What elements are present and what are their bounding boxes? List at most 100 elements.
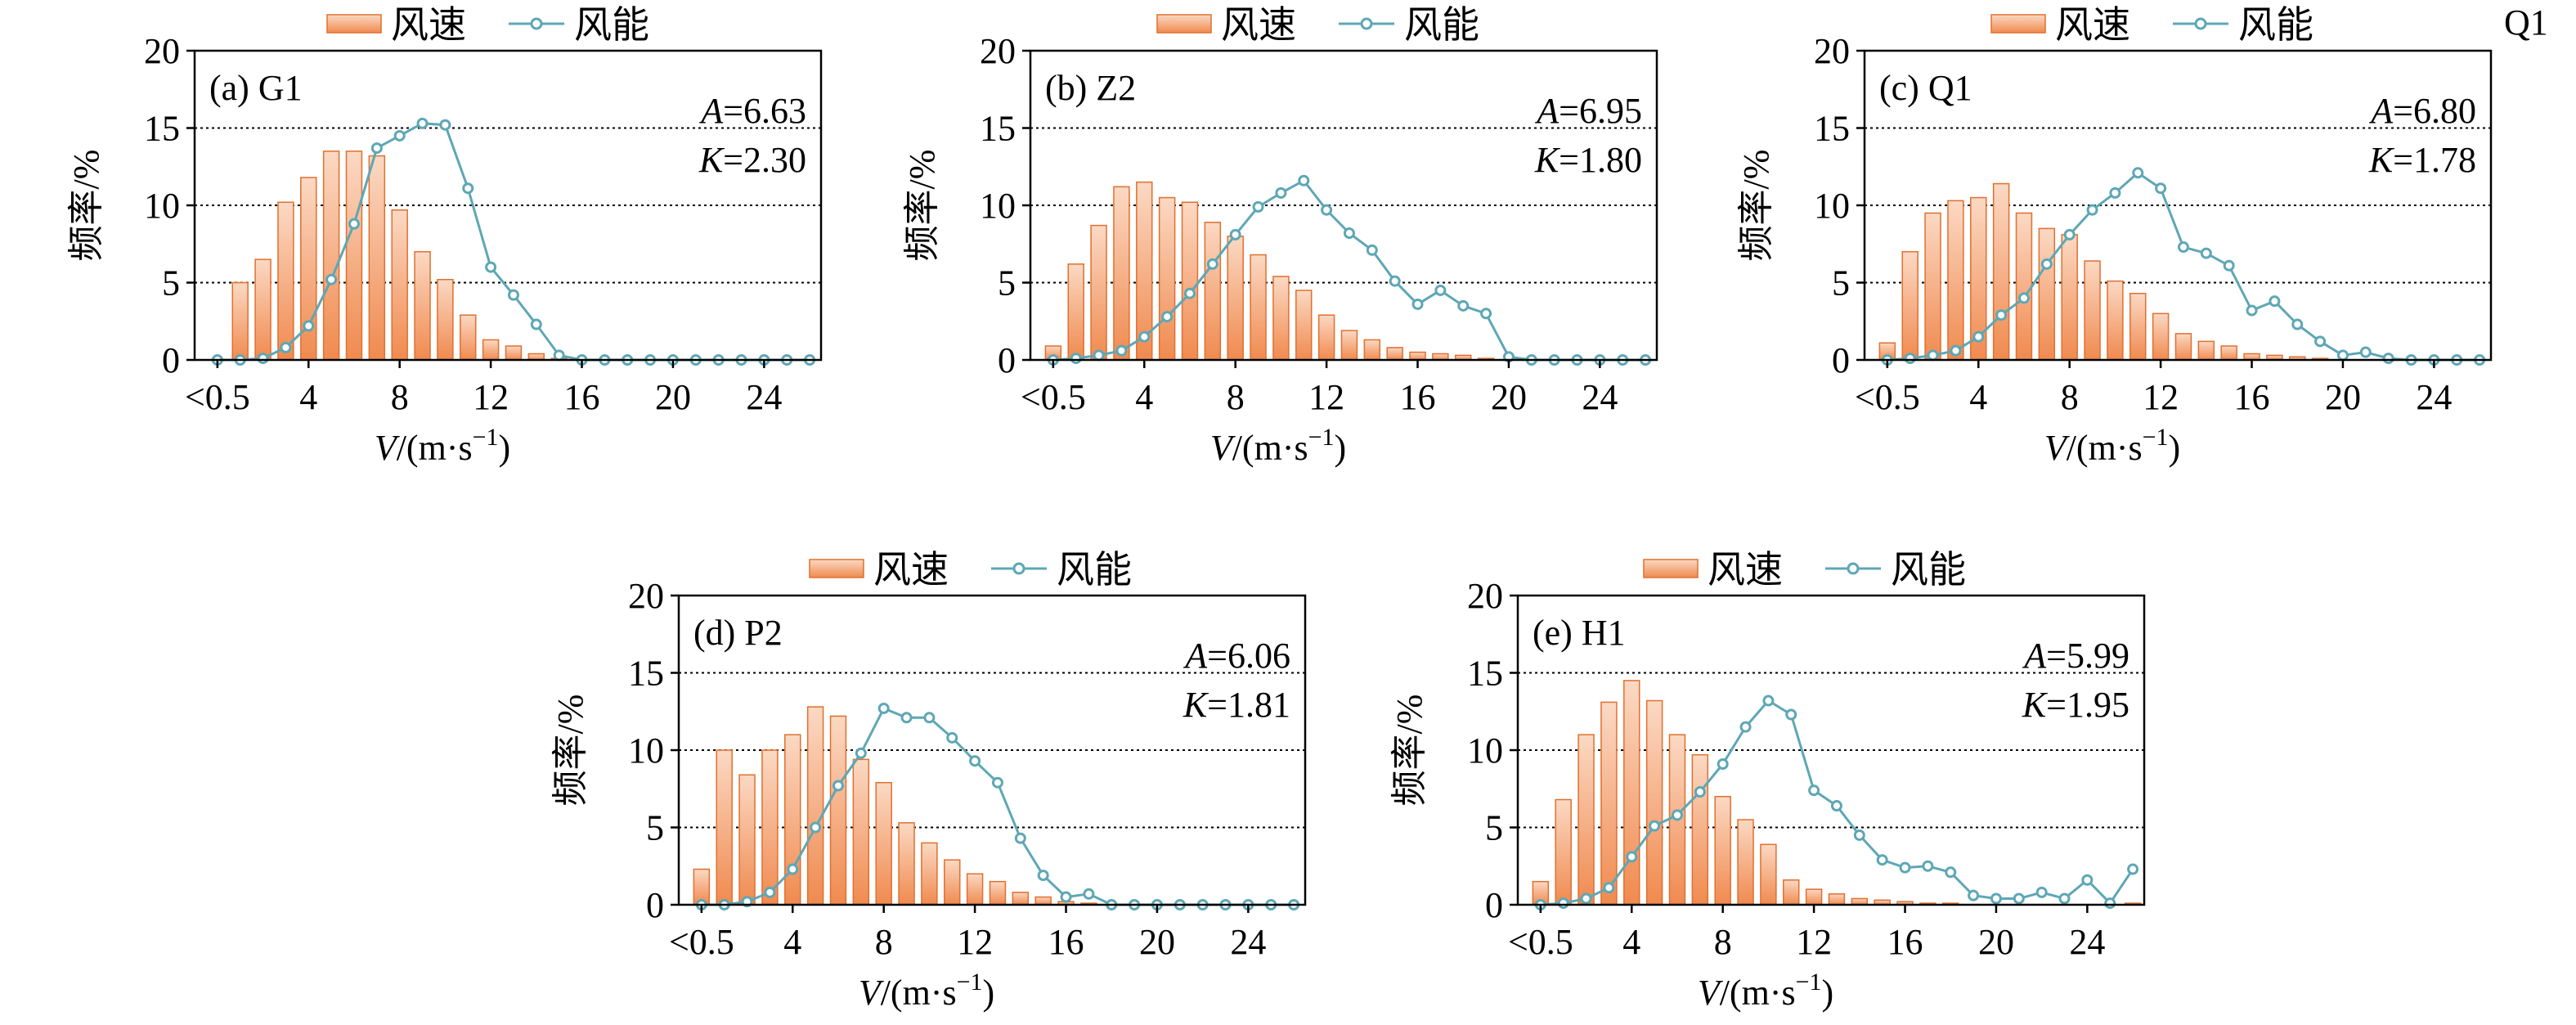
wind-energy-point (1557, 897, 1569, 910)
x-tick-label: 12 (1308, 377, 1344, 417)
wind-speed-bar (1363, 339, 1381, 361)
x-tick-label: 24 (1582, 377, 1618, 417)
wind-speed-bar (2038, 227, 2056, 361)
wind-energy-point (764, 886, 776, 898)
wind-speed-bar (829, 715, 847, 906)
wind-energy-point (1037, 870, 1049, 882)
x-tick-label: <0.5 (185, 377, 250, 417)
y-axis-label: 频率/% (1389, 695, 1429, 807)
y-tick-label: 10 (980, 186, 1016, 226)
wind-energy-point (1972, 330, 1985, 343)
wind-speed-bar (1386, 347, 1403, 361)
wind-energy-point (2359, 346, 2372, 358)
chart-panel-5: 0 5 10 15 20 <0.5 4 8 12 16 20 24 (e) H1 A=5.99 K=1.95… (1389, 549, 2146, 1013)
wind-speed-bar (1783, 879, 1800, 906)
wind-speed-bar (2084, 260, 2101, 361)
x-axis-label: V/(m·s−1) (1210, 424, 1346, 468)
wind-energy-point (877, 702, 890, 714)
wind-energy-point (439, 119, 451, 131)
wind-energy-point (1671, 809, 1683, 821)
wind-energy-point (1995, 309, 2008, 321)
wind-speed-bar (738, 774, 756, 906)
wind-energy-point (2017, 292, 2030, 304)
y-tick-label: 0 (162, 340, 180, 380)
wind-energy-point (1739, 721, 1752, 733)
wind-energy-point (2177, 241, 2189, 254)
wind-speed-bar (505, 345, 523, 361)
panel-label: (d) P2 (693, 613, 783, 653)
x-tick-label: 20 (2325, 377, 2361, 417)
wind-speed-bar (921, 842, 938, 906)
wind-energy-point (1968, 889, 1980, 901)
wind-speed-bar (1600, 701, 1618, 906)
legend-bar-swatch (1643, 559, 1699, 578)
wind-speed-bar (1295, 290, 1313, 361)
wind-energy-point (1762, 695, 1775, 707)
wind-energy-point (2035, 886, 2048, 898)
legend: 风速 风能 (1990, 4, 2313, 46)
y-axis-label: 频率/% (1736, 150, 1776, 262)
y-tick-label: 5 (998, 263, 1016, 303)
wind-energy-point (1899, 861, 1911, 874)
wind-speed-bar (1409, 351, 1426, 361)
k-parameter-label: K=1.80 (1534, 140, 1642, 180)
wind-energy-point (2104, 897, 2116, 910)
wind-speed-bar (875, 781, 892, 906)
chart-panel-1: 0 5 10 15 20 <0.5 4 8 12 16 20 24 (a) G1 A=6.63 K=2.30… (66, 4, 823, 468)
wind-energy-point (553, 349, 565, 362)
legend-bar-label: 风速 (2055, 4, 2130, 46)
x-axis-label: V/(m·s−1) (2044, 424, 2180, 468)
wind-energy-point (2382, 353, 2394, 365)
x-tick-label: 16 (1400, 377, 1436, 417)
wind-energy-point (2291, 318, 2304, 330)
wind-energy-point (2058, 892, 2071, 905)
wind-speed-bar (254, 258, 272, 361)
wind-energy-point (1717, 758, 1729, 771)
legend: 风速 风能 (809, 549, 1132, 591)
wind-energy-point (257, 353, 269, 365)
wind-speed-bar (1805, 888, 1823, 906)
wind-speed-bar (1034, 896, 1052, 906)
wind-speed-bar (1714, 795, 1731, 906)
x-tick-label: 24 (2069, 922, 2105, 962)
wind-speed-bar (1760, 843, 1777, 906)
x-tick-label: 24 (746, 377, 782, 417)
wind-energy-point (1922, 860, 1934, 872)
x-tick-label: 20 (655, 377, 691, 417)
wind-speed-bar (1250, 254, 1267, 361)
wind-speed-bar (322, 151, 340, 361)
y-tick-label: 0 (1485, 885, 1503, 925)
wind-speed-bar (2197, 340, 2215, 361)
legend-bar-label: 风速 (873, 549, 949, 591)
wind-energy-point (325, 273, 338, 285)
wind-energy-point (832, 780, 844, 792)
wind-speed-bar (1924, 212, 1941, 361)
wind-speed-bar (1737, 819, 1754, 906)
x-tick-label: 16 (1048, 922, 1084, 962)
x-tick-label: 24 (2416, 377, 2452, 417)
wind-energy-point (416, 117, 429, 129)
wind-energy-point (2246, 304, 2258, 317)
wind-energy-point (1904, 353, 1916, 365)
y-tick-label: 20 (1814, 31, 1850, 71)
x-tick-label: 4 (1622, 922, 1640, 962)
k-parameter-label: K=1.78 (2368, 140, 2476, 180)
x-tick-label: 8 (2061, 377, 2079, 417)
panel-label: (c) Q1 (1879, 68, 1972, 108)
wind-speed-bar (414, 250, 431, 361)
wind-energy-point (348, 218, 360, 230)
wind-energy-point (1183, 287, 1196, 299)
x-tick-label: 4 (1135, 377, 1153, 417)
y-tick-label: 20 (980, 31, 1016, 71)
wind-speed-bar (2015, 212, 2033, 361)
x-tick-label: 20 (1139, 922, 1175, 962)
a-parameter-label: A=6.80 (2368, 91, 2476, 131)
wind-speed-bar (345, 151, 363, 361)
wind-energy-point (787, 863, 799, 875)
wind-speed-bar (2220, 345, 2237, 361)
legend-line-marker (2194, 17, 2207, 30)
wind-speed-bar (1067, 263, 1084, 361)
wind-speed-bar (437, 278, 454, 361)
wind-energy-point (1252, 200, 1264, 213)
